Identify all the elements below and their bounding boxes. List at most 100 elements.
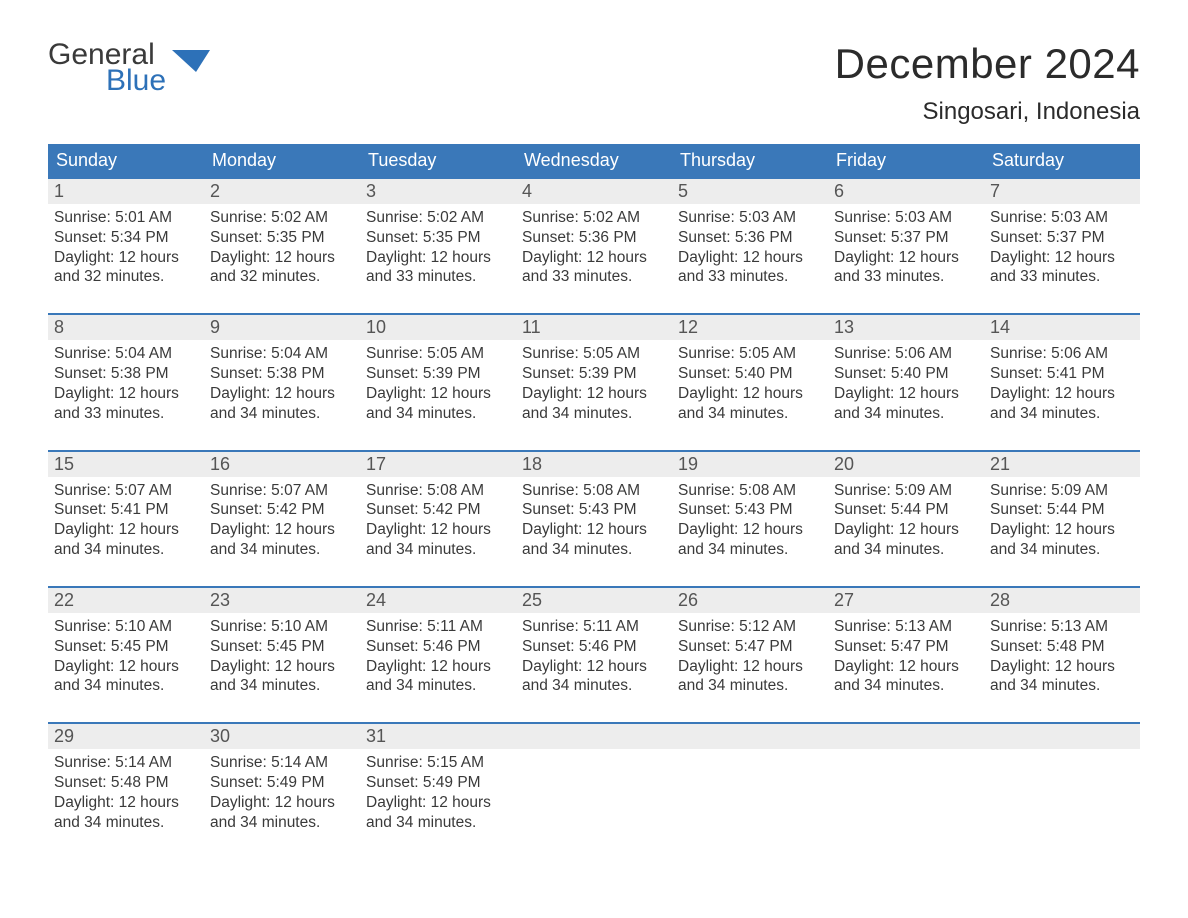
daylight-line: Daylight: 12 hours and 33 minutes. bbox=[366, 248, 510, 288]
day-number-row: 11 bbox=[516, 315, 672, 340]
dow-cell: Friday bbox=[828, 144, 984, 177]
day-body: Sunrise: 5:12 AMSunset: 5:47 PMDaylight:… bbox=[678, 613, 822, 696]
day-number: 21 bbox=[990, 452, 1134, 477]
day-number-row: 17 bbox=[360, 452, 516, 477]
calendar: SundayMondayTuesdayWednesdayThursdayFrid… bbox=[48, 144, 1140, 837]
daylight-line: Daylight: 12 hours and 34 minutes. bbox=[54, 793, 198, 833]
day-cell: 14 Sunrise: 5:06 AMSunset: 5:41 PMDayligh… bbox=[984, 315, 1140, 427]
sunset-line: Sunset: 5:48 PM bbox=[54, 773, 198, 793]
day-cell bbox=[984, 724, 1140, 836]
sunset-line: Sunset: 5:35 PM bbox=[366, 228, 510, 248]
day-cell: 27Sunrise: 5:13 AMSunset: 5:47 PMDayligh… bbox=[828, 588, 984, 700]
sunrise-line: Sunrise: 5:08 AM bbox=[678, 481, 822, 501]
daylight-line: Daylight: 12 hours and 34 minutes. bbox=[678, 520, 822, 560]
sunrise-line: Sunrise: 5:04 AM bbox=[210, 344, 354, 364]
day-number: 24 bbox=[366, 588, 510, 613]
day-number: 29 bbox=[54, 724, 198, 749]
daylight-line: Daylight: 12 hours and 33 minutes. bbox=[678, 248, 822, 288]
day-body: Sunrise: 5:11 AMSunset: 5:46 PMDaylight:… bbox=[366, 613, 510, 696]
sunset-line: Sunset: 5:40 PM bbox=[678, 364, 822, 384]
daylight-line: Daylight: 12 hours and 32 minutes. bbox=[54, 248, 198, 288]
sunset-line: Sunset: 5:46 PM bbox=[366, 637, 510, 657]
day-body: Sunrise: 5:14 AMSunset: 5:49 PMDaylight:… bbox=[210, 749, 354, 832]
day-number-row-empty bbox=[516, 724, 672, 749]
day-number-row: 6 bbox=[828, 179, 984, 204]
day-number: 6 bbox=[834, 179, 978, 204]
day-number-row-empty bbox=[984, 724, 1140, 749]
day-number: 30 bbox=[210, 724, 354, 749]
dow-cell: Monday bbox=[204, 144, 360, 177]
day-number: 16 bbox=[210, 452, 354, 477]
sunrise-line: Sunrise: 5:11 AM bbox=[522, 617, 666, 637]
daylight-line: Daylight: 12 hours and 34 minutes. bbox=[366, 657, 510, 697]
sunrise-line: Sunrise: 5:07 AM bbox=[210, 481, 354, 501]
daylight-line: Daylight: 12 hours and 34 minutes. bbox=[54, 657, 198, 697]
day-number: 25 bbox=[522, 588, 666, 613]
sunset-line: Sunset: 5:48 PM bbox=[990, 637, 1134, 657]
sunset-line: Sunset: 5:36 PM bbox=[522, 228, 666, 248]
sunrise-line: Sunrise: 5:13 AM bbox=[990, 617, 1134, 637]
day-number: 22 bbox=[54, 588, 198, 613]
sunset-line: Sunset: 5:41 PM bbox=[990, 364, 1134, 384]
sunset-line: Sunset: 5:49 PM bbox=[210, 773, 354, 793]
sunset-line: Sunset: 5:38 PM bbox=[210, 364, 354, 384]
flag-icon bbox=[172, 50, 210, 72]
day-number: 7 bbox=[990, 179, 1134, 204]
day-number-row: 19 bbox=[672, 452, 828, 477]
logo: General Blue bbox=[48, 40, 210, 96]
day-body: Sunrise: 5:05 AMSunset: 5:39 PMDaylight:… bbox=[366, 340, 510, 423]
day-body: Sunrise: 5:04 AMSunset: 5:38 PMDaylight:… bbox=[210, 340, 354, 423]
sunrise-line: Sunrise: 5:06 AM bbox=[990, 344, 1134, 364]
day-number-row: 21 bbox=[984, 452, 1140, 477]
sunset-line: Sunset: 5:34 PM bbox=[54, 228, 198, 248]
sunset-line: Sunset: 5:35 PM bbox=[210, 228, 354, 248]
day-number-row: 16 bbox=[204, 452, 360, 477]
day-of-week-header: SundayMondayTuesdayWednesdayThursdayFrid… bbox=[48, 144, 1140, 177]
sunset-line: Sunset: 5:46 PM bbox=[522, 637, 666, 657]
week-row: 15Sunrise: 5:07 AMSunset: 5:41 PMDayligh… bbox=[48, 450, 1140, 564]
sunset-line: Sunset: 5:37 PM bbox=[834, 228, 978, 248]
day-body: Sunrise: 5:13 AMSunset: 5:47 PMDaylight:… bbox=[834, 613, 978, 696]
daylight-line: Daylight: 12 hours and 33 minutes. bbox=[54, 384, 198, 424]
day-number-row: 23 bbox=[204, 588, 360, 613]
week-row: 29Sunrise: 5:14 AMSunset: 5:48 PMDayligh… bbox=[48, 722, 1140, 836]
sunset-line: Sunset: 5:42 PM bbox=[210, 500, 354, 520]
day-number: 11 bbox=[522, 315, 666, 340]
day-body: Sunrise: 5:07 AMSunset: 5:41 PMDaylight:… bbox=[54, 477, 198, 560]
sunset-line: Sunset: 5:44 PM bbox=[990, 500, 1134, 520]
day-number: 10 bbox=[366, 315, 510, 340]
daylight-line: Daylight: 12 hours and 32 minutes. bbox=[210, 248, 354, 288]
day-cell: 24Sunrise: 5:11 AMSunset: 5:46 PMDayligh… bbox=[360, 588, 516, 700]
sunrise-line: Sunrise: 5:08 AM bbox=[522, 481, 666, 501]
sunset-line: Sunset: 5:39 PM bbox=[366, 364, 510, 384]
day-cell: 12Sunrise: 5:05 AMSunset: 5:40 PMDayligh… bbox=[672, 315, 828, 427]
sunrise-line: Sunrise: 5:05 AM bbox=[366, 344, 510, 364]
day-body: Sunrise: 5:14 AMSunset: 5:48 PMDaylight:… bbox=[54, 749, 198, 832]
sunrise-line: Sunrise: 5:05 AM bbox=[678, 344, 822, 364]
day-body: Sunrise: 5:02 AMSunset: 5:35 PMDaylight:… bbox=[210, 204, 354, 287]
daylight-line: Daylight: 12 hours and 34 minutes. bbox=[990, 384, 1134, 424]
day-cell bbox=[672, 724, 828, 836]
daylight-line: Daylight: 12 hours and 34 minutes. bbox=[990, 657, 1134, 697]
sunrise-line: Sunrise: 5:11 AM bbox=[366, 617, 510, 637]
day-cell: 3Sunrise: 5:02 AMSunset: 5:35 PMDaylight… bbox=[360, 179, 516, 291]
sunrise-line: Sunrise: 5:10 AM bbox=[54, 617, 198, 637]
day-number: 19 bbox=[678, 452, 822, 477]
week-row: 8Sunrise: 5:04 AMSunset: 5:38 PMDaylight… bbox=[48, 313, 1140, 427]
day-body: Sunrise: 5:03 AMSunset: 5:36 PMDaylight:… bbox=[678, 204, 822, 287]
day-number: 26 bbox=[678, 588, 822, 613]
day-cell: 19 Sunrise: 5:08 AMSunset: 5:43 PMDayligh… bbox=[672, 452, 828, 564]
sunset-line: Sunset: 5:49 PM bbox=[366, 773, 510, 793]
day-number-row: 3 bbox=[360, 179, 516, 204]
day-number: 9 bbox=[210, 315, 354, 340]
day-cell: 26Sunrise: 5:12 AMSunset: 5:47 PMDayligh… bbox=[672, 588, 828, 700]
day-body: Sunrise: 5:03 AMSunset: 5:37 PMDaylight:… bbox=[990, 204, 1134, 287]
day-number-row: 4 bbox=[516, 179, 672, 204]
page-title: December 2024 bbox=[835, 40, 1140, 88]
sunrise-line: Sunrise: 5:14 AM bbox=[210, 753, 354, 773]
day-number-row: 8 bbox=[48, 315, 204, 340]
sunset-line: Sunset: 5:43 PM bbox=[678, 500, 822, 520]
day-number-row: 14 bbox=[984, 315, 1140, 340]
sunrise-line: Sunrise: 5:09 AM bbox=[990, 481, 1134, 501]
day-body: Sunrise: 5:04 AMSunset: 5:38 PMDaylight:… bbox=[54, 340, 198, 423]
